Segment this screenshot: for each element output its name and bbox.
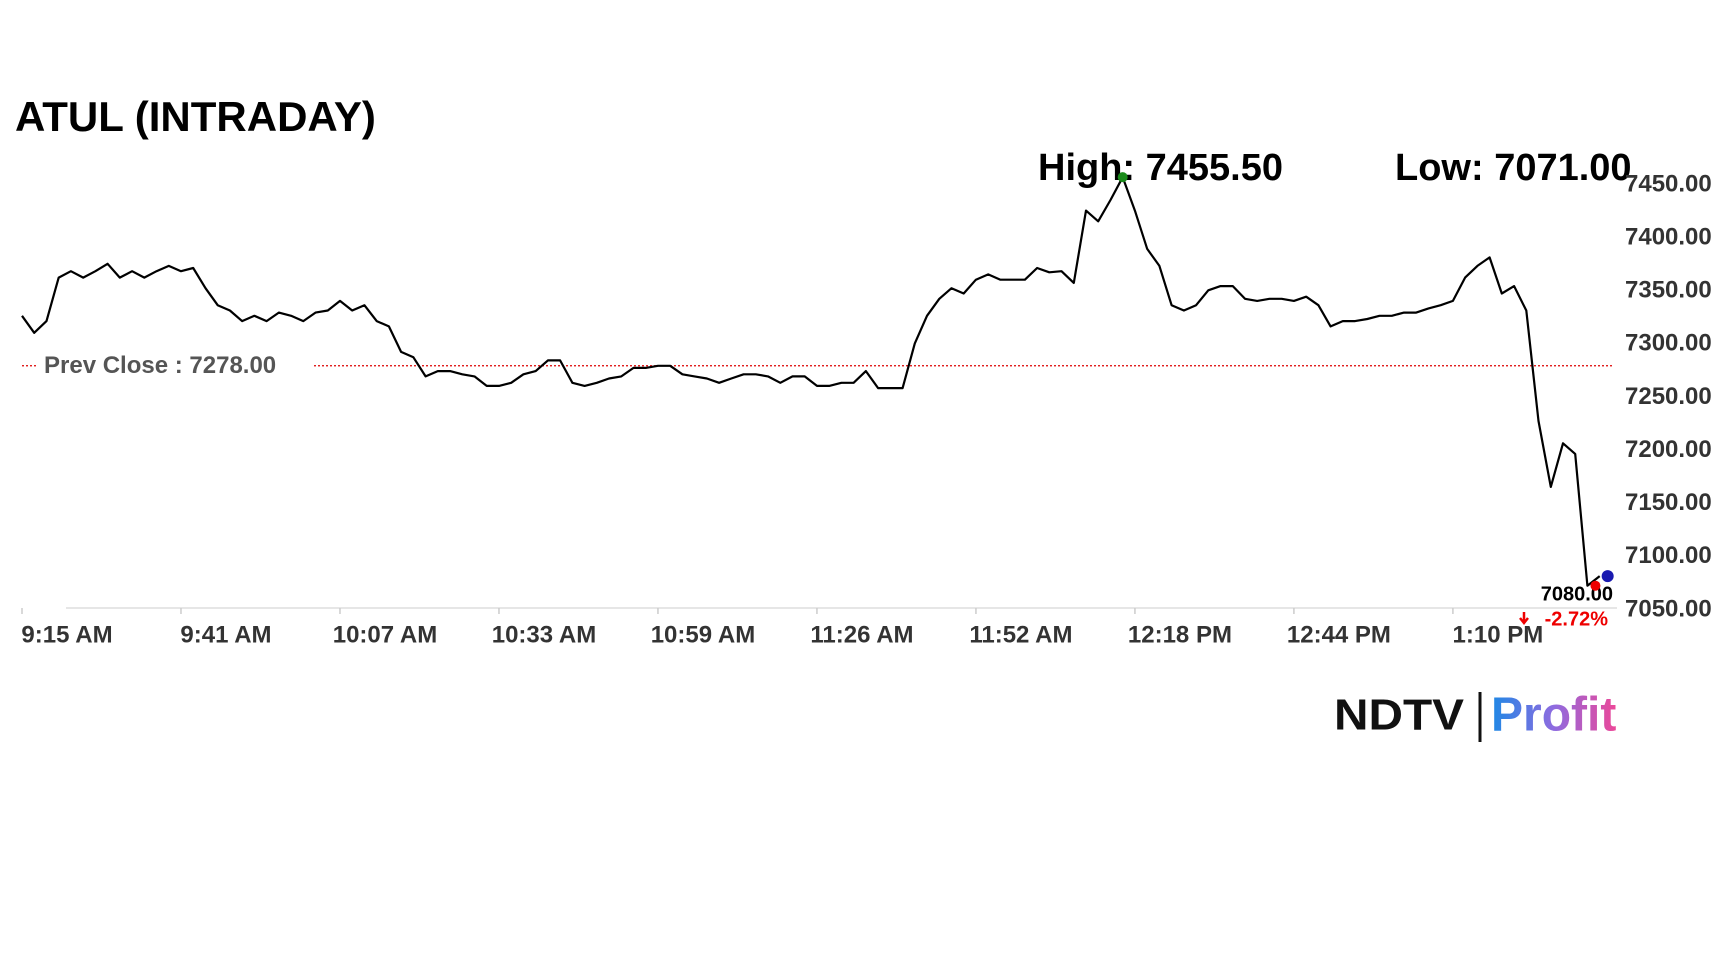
y-tick-label: 7050.00 xyxy=(1625,595,1712,622)
y-tick-label: 7300.00 xyxy=(1625,330,1712,357)
x-tick-label: 12:44 PM xyxy=(1287,621,1391,648)
high-label: High: 7455.50 xyxy=(1038,147,1283,189)
x-tick-label: 12:18 PM xyxy=(1128,621,1232,648)
x-tick-label: 10:59 AM xyxy=(651,621,755,648)
y-tick-label: 7450.00 xyxy=(1625,170,1712,197)
y-tick-label: 7400.00 xyxy=(1625,223,1712,250)
low-marker xyxy=(1590,580,1601,591)
down-arrow xyxy=(1519,612,1529,626)
last-price-label: 7080.00 xyxy=(1541,583,1613,605)
x-tick-label: 10:33 AM xyxy=(492,621,596,648)
prev-close-bg xyxy=(38,351,314,380)
change-label: -2.72% xyxy=(1545,608,1609,630)
x-tick-label: 1:10 PM xyxy=(1453,621,1544,648)
prev-close-label: Prev Close : 7278.00 xyxy=(44,352,276,379)
x-tick-label: 10:07 AM xyxy=(333,621,437,648)
price-line xyxy=(21,176,1601,587)
y-tick-label: 7250.00 xyxy=(1625,383,1712,410)
y-tick-label: 7150.00 xyxy=(1625,489,1712,516)
y-tick-label: 7200.00 xyxy=(1625,436,1712,463)
y-tick-label: 7350.00 xyxy=(1625,277,1712,304)
brand-name: NDTV xyxy=(1334,691,1465,740)
x-tick-label: 11:26 AM xyxy=(810,621,913,648)
y-tick-label: 7100.00 xyxy=(1625,542,1712,569)
x-tick-label: 9:15 AM xyxy=(21,621,112,648)
last-marker xyxy=(1601,570,1614,583)
chart-title: ATUL (INTRADAY) xyxy=(15,93,376,140)
x-tick-label: 11:52 AM xyxy=(969,621,1072,648)
low-label: Low: 7071.00 xyxy=(1395,147,1632,189)
brand-product: Profit xyxy=(1491,689,1616,742)
high-marker xyxy=(1117,172,1128,183)
x-tick-label: 9:41 AM xyxy=(180,621,271,648)
